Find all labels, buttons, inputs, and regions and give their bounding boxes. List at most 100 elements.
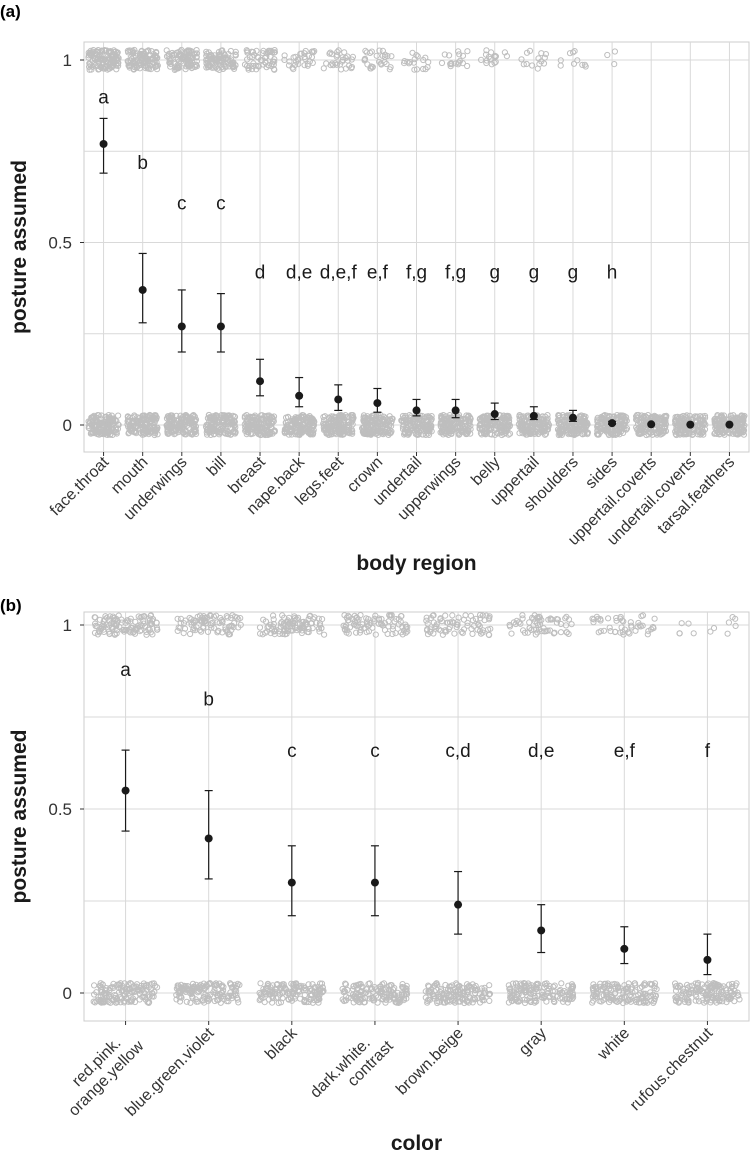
jitter-point-one <box>301 62 308 69</box>
jitter-point-one <box>86 63 93 71</box>
jitter-point-one <box>571 48 578 55</box>
jitter-point-one <box>460 626 468 633</box>
jitter-point-one <box>299 619 306 626</box>
jitter-point-zero <box>558 980 565 987</box>
jitter-point-one <box>216 66 223 74</box>
jitter-point-zero <box>569 991 577 998</box>
jitter-point-one <box>270 616 277 623</box>
jitter-point-one <box>253 66 260 73</box>
jitter-point-zero <box>336 430 343 437</box>
jitter-point-zero <box>476 422 484 429</box>
jitter-point-one <box>94 631 102 638</box>
jitter-point-one <box>517 620 524 627</box>
jitter-point-one <box>103 621 110 628</box>
jitter-point-zero <box>465 983 472 990</box>
jitter-point-one <box>109 63 116 70</box>
x-axis-label: color <box>391 1132 442 1155</box>
jitter-point-zero <box>498 428 505 435</box>
jitter-point-zero <box>310 427 317 434</box>
jitter-point-zero <box>538 428 545 435</box>
jitter-point-zero <box>602 989 610 996</box>
jitter-point-zero <box>518 422 525 429</box>
jitter-point-one <box>259 631 266 638</box>
jitter-point-zero <box>110 428 117 435</box>
jitter-point-zero <box>206 980 214 988</box>
jitter-point-zero <box>709 984 716 992</box>
jitter-point-zero <box>447 427 454 434</box>
jitter-point-one <box>132 625 139 632</box>
jitter-point-one <box>565 630 572 638</box>
jitter-point-zero <box>176 420 183 427</box>
jitter-point-zero <box>269 995 276 1002</box>
jitter-point-one <box>321 631 328 638</box>
significance-letter: g <box>568 263 579 284</box>
jitter-point-one <box>644 631 651 638</box>
jitter-point-one <box>389 623 397 630</box>
jitter-point-zero <box>110 984 117 992</box>
jitter-point-zero <box>374 417 381 424</box>
jitter-point-zero <box>466 994 473 1001</box>
jitter-point-zero <box>196 985 203 992</box>
jitter-point-zero <box>204 431 211 438</box>
jitter-point-zero <box>716 431 723 438</box>
jitter-point-zero <box>145 416 152 424</box>
jitter-point-zero <box>334 420 341 427</box>
jitter-point-one <box>96 56 103 63</box>
jitter-point-zero <box>581 415 588 422</box>
jitter-point-zero <box>127 980 134 987</box>
jitter-point-zero <box>204 993 211 1000</box>
mean-point <box>138 285 147 294</box>
y-tick-label: 0 <box>63 416 72 435</box>
jitter-point-zero <box>348 419 355 426</box>
jitter-point-zero <box>126 426 133 433</box>
jitter-point-zero <box>109 417 116 424</box>
jitter-point-zero <box>359 995 366 1003</box>
significance-letter: h <box>607 263 618 284</box>
jitter-point-one <box>427 626 434 633</box>
jitter-point-zero <box>531 999 538 1006</box>
jitter-point-zero <box>287 428 294 435</box>
jitter-point-one <box>334 48 341 56</box>
significance-letter: a <box>120 660 131 681</box>
jitter-point-zero <box>594 418 601 425</box>
jitter-point-zero <box>188 420 196 427</box>
jitter-point-zero <box>189 412 196 419</box>
jitter-point-one <box>547 615 554 622</box>
jitter-point-one <box>349 615 356 623</box>
jitter-point-zero <box>465 412 472 419</box>
jitter-point-one <box>634 623 641 630</box>
jitter-point-zero <box>234 980 241 987</box>
jitter-point-one <box>346 614 353 621</box>
significance-letter: g <box>489 263 500 284</box>
jitter-point-one <box>163 47 170 54</box>
jitter-point-zero <box>597 424 604 431</box>
jitter-point-one <box>353 629 360 636</box>
jitter-point-zero <box>107 984 114 992</box>
jitter-point-one <box>536 617 543 624</box>
jitter-point-zero <box>522 987 529 994</box>
jitter-point-one <box>180 630 187 637</box>
jitter-point-zero <box>99 421 107 428</box>
jitter-point-zero <box>704 992 711 999</box>
jitter-point-zero <box>506 415 513 422</box>
jitter-point-one <box>455 59 462 66</box>
jitter-point-one <box>595 629 602 636</box>
jitter-point-one <box>557 629 565 636</box>
jitter-point-one <box>357 627 364 634</box>
jitter-point-zero <box>231 421 238 428</box>
jitter-point-one <box>353 614 360 622</box>
jitter-point-zero <box>551 998 558 1006</box>
jitter-point-zero <box>305 981 312 988</box>
jitter-point-zero <box>551 988 558 995</box>
jitter-point-zero <box>165 430 172 437</box>
jitter-point-zero <box>518 416 526 423</box>
jitter-point-zero <box>455 418 462 426</box>
jitter-point-zero <box>603 428 610 435</box>
jitter-point-one <box>220 65 227 73</box>
jitter-point-one <box>151 57 159 64</box>
mean-point <box>412 406 421 415</box>
jitter-point-zero <box>91 991 98 998</box>
jitter-point-one <box>379 622 386 629</box>
jitter-point-zero <box>192 996 199 1003</box>
jitter-point-zero <box>507 994 514 1001</box>
